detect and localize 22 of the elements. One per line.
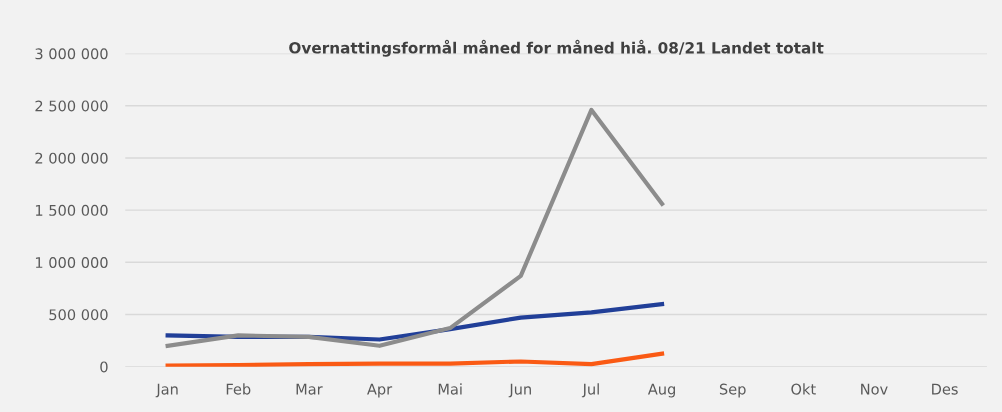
- x-tick-label: Feb: [226, 383, 251, 395]
- y-tick-label: 2 500 000: [35, 100, 108, 112]
- x-tick-label: Nov: [861, 383, 888, 395]
- x-tick-label: Aug: [647, 383, 675, 398]
- y-tick-label: 1 500 000: [35, 204, 108, 216]
- x-tick-label: Apr: [367, 383, 393, 398]
- x-tick-label: Okt: [791, 383, 816, 395]
- x-tick-label: Jul: [581, 383, 599, 398]
- y-tick-label: 0: [100, 361, 108, 373]
- chart-title: Overnattingsformål måned for måned hiå. 08/21 Landet totalt: [289, 39, 824, 57]
- x-tick-label: Jan: [155, 383, 178, 398]
- y-tick-label: 1 000 000: [35, 257, 108, 269]
- x-tick-label: Des: [932, 383, 958, 395]
- line-series: [165, 107, 665, 348]
- x-tick-label: Mai: [438, 383, 462, 395]
- x-tick-label: Jun: [508, 383, 531, 398]
- line-series: [165, 351, 665, 367]
- y-tick-label: 2 000 000: [35, 152, 108, 164]
- y-tick-label: 500 000: [49, 309, 108, 321]
- x-tick-label: Mar: [296, 383, 323, 395]
- x-tick-label: Sep: [719, 383, 746, 398]
- y-tick-label: 3 000 000: [35, 48, 108, 60]
